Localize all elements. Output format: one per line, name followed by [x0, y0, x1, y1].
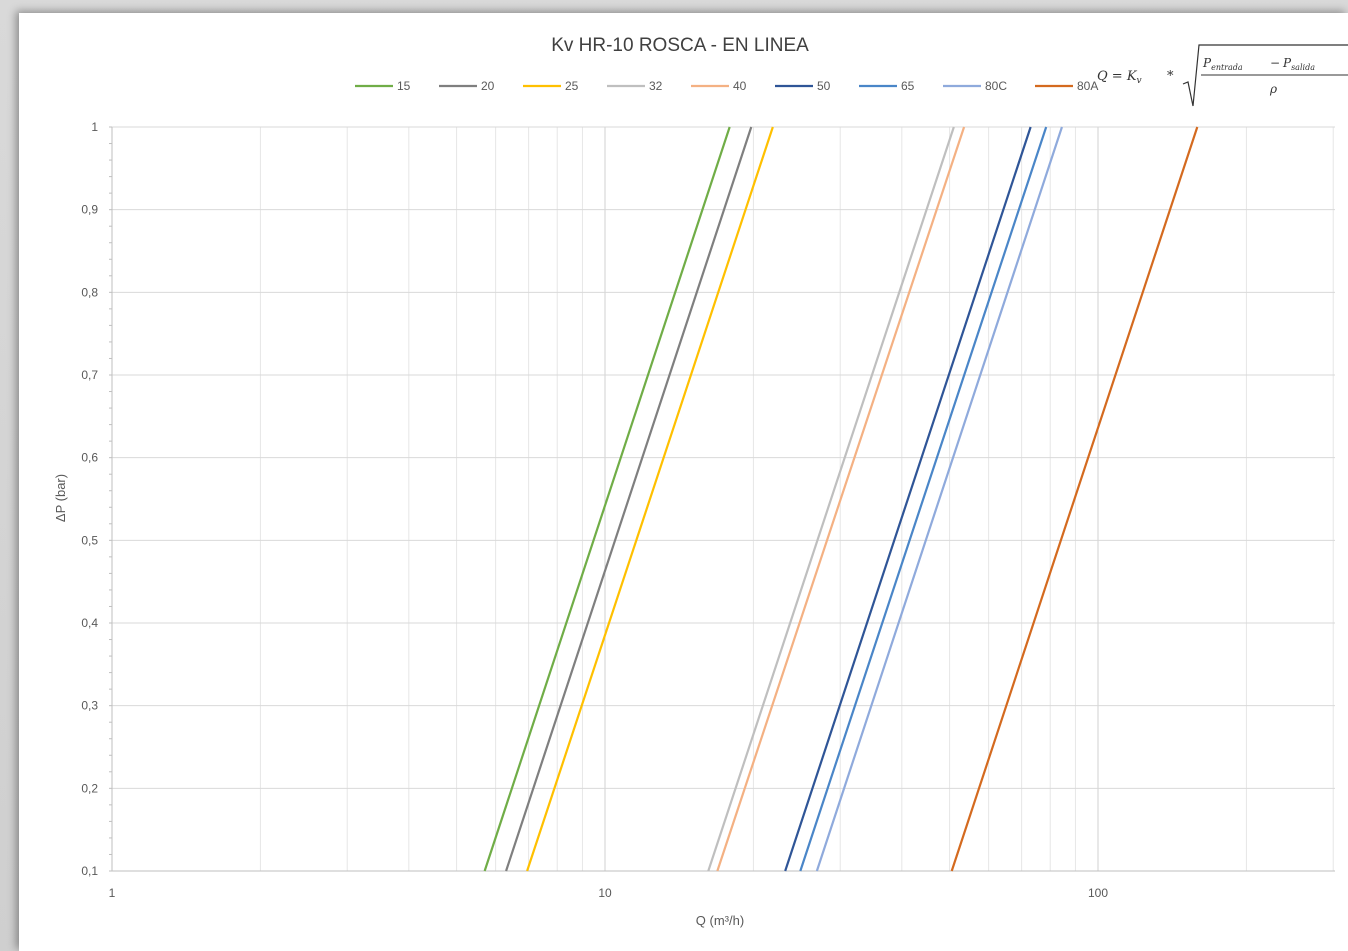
y-tick-label: 0,4 [81, 616, 98, 630]
x-tick-labels: 1 10 100 [109, 886, 1109, 900]
legend-label-20: 20 [481, 79, 495, 93]
y-tick-label: 0,8 [81, 285, 98, 299]
series-line-25 [526, 126, 774, 872]
series-line-32 [707, 126, 955, 872]
axes [109, 126, 1335, 872]
legend-label-25: 25 [565, 79, 579, 93]
sqrt-sign [1182, 44, 1348, 107]
series-line-65 [799, 126, 1048, 872]
series-line-80A [950, 126, 1199, 872]
series-line-15 [483, 126, 731, 872]
y-tick-label: 0,7 [81, 368, 98, 382]
legend: 15 20 25 32 40 50 65 80C 80A [355, 79, 1098, 93]
legend-label-50: 50 [817, 79, 831, 93]
y-tick-label: 0,1 [81, 864, 98, 878]
x-tick-label: 10 [598, 886, 612, 900]
formula-numerator-b: Psalida [1282, 56, 1315, 72]
formula-minus: − [1270, 56, 1280, 70]
formula-numerator-a: Pentrada [1202, 56, 1243, 72]
legend-label-80A: 80A [1077, 79, 1098, 93]
y-tick-label: 1 [91, 120, 98, 134]
x-tick-label: 1 [109, 886, 116, 900]
y-tick-label: 0,6 [81, 451, 98, 465]
series-line-80C [815, 126, 1063, 872]
series-line-40 [716, 126, 966, 872]
chart-panel [19, 13, 1348, 951]
series-line-20 [505, 126, 753, 872]
y-tick-label: 0,5 [81, 533, 98, 547]
chart-title: Kv HR-10 ROSCA - EN LINEA [551, 35, 809, 56]
y-tick-label: 0,2 [81, 781, 98, 795]
y-tick-label: 0,3 [81, 699, 98, 713]
legend-label-65: 65 [901, 79, 915, 93]
y-tick-labels: 0,1 0,2 0,3 0,4 0,5 0,6 0,7 0,8 0,9 1 [81, 120, 98, 878]
y-axis-label: ΔP (bar) [53, 474, 68, 522]
series-lines [483, 126, 1199, 872]
formula-denominator: ρ [1269, 82, 1277, 96]
x-axis-label: Q (m³/h) [696, 913, 744, 928]
x-tick-label: 100 [1088, 886, 1108, 900]
legend-label-40: 40 [733, 79, 747, 93]
kv-formula: Q = Kv * Pentrada − Psalida ρ [1097, 44, 1348, 107]
gridlines [111, 126, 1335, 872]
legend-label-32: 32 [649, 79, 663, 93]
legend-label-80C: 80C [985, 79, 1007, 93]
legend-label-15: 15 [397, 79, 411, 93]
series-line-50 [784, 126, 1032, 872]
y-tick-label: 0,9 [81, 203, 98, 217]
formula-operator: * [1167, 69, 1174, 84]
formula-lhs: Q = Kv [1097, 69, 1142, 86]
